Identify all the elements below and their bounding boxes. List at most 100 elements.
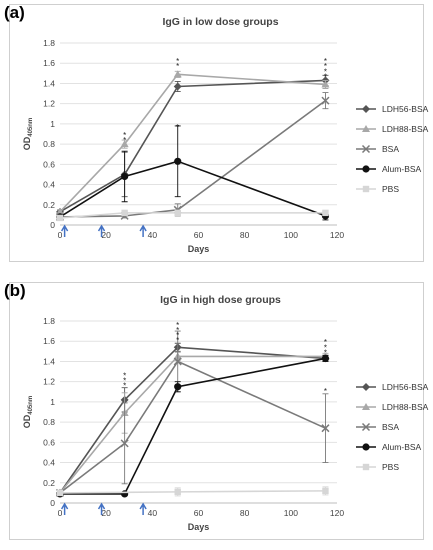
series-line xyxy=(59,99,326,218)
significance-star: * xyxy=(324,57,327,66)
y-tick-label: 1.8 xyxy=(43,316,55,326)
significance-star: * xyxy=(123,377,126,386)
series-pbs xyxy=(56,486,329,497)
x-tick-label: 60 xyxy=(194,230,204,240)
x-tick-label: 120 xyxy=(330,508,344,518)
chart-high-dose: IgG in high dose groups 0 0.2 0.4 0.6 0.8 1 1.2… xyxy=(22,294,429,532)
x-tick-label: 20 xyxy=(101,508,111,518)
legend-marker xyxy=(361,422,371,432)
significance-star: * xyxy=(176,321,179,330)
x-axis-label: Days xyxy=(188,522,210,532)
y-tick-label: 0.6 xyxy=(43,437,55,447)
legend-marker xyxy=(362,105,370,113)
series-line xyxy=(59,490,326,494)
legend-item: BSA xyxy=(356,144,399,154)
data-point xyxy=(173,70,182,78)
immunization-arrow-icon xyxy=(139,502,147,515)
data-point xyxy=(321,354,330,363)
x-tick-label: 40 xyxy=(148,230,158,240)
significance-star: * xyxy=(123,382,126,391)
legend-item: Alum-BSA xyxy=(356,442,422,452)
legend-label: PBS xyxy=(382,462,399,472)
significance-star: * xyxy=(324,343,327,352)
panel-label-a: (a) xyxy=(4,3,25,22)
significance-star: * xyxy=(324,67,327,76)
immunization-arrow-icon xyxy=(139,224,147,237)
significance-star: * xyxy=(324,387,327,396)
data-point xyxy=(56,489,64,497)
data-point xyxy=(173,82,182,91)
immunization-arrow-icon xyxy=(60,224,69,237)
significance-star: * xyxy=(176,331,179,340)
data-point xyxy=(174,209,181,217)
data-point xyxy=(321,80,330,88)
legend-label: BSA xyxy=(382,144,399,154)
legend-label: BSA xyxy=(382,422,399,432)
y-tick-label: 0.2 xyxy=(43,200,55,210)
y-axis-label: OD405nm xyxy=(22,396,34,429)
legend-label: Alum-BSA xyxy=(382,164,422,174)
data-point xyxy=(174,383,182,391)
y-tick-label: 1 xyxy=(50,397,55,407)
significance-star: * xyxy=(123,372,126,381)
y-tick-label: 0.8 xyxy=(43,417,55,427)
chart-panel-high-dose: (b) IgG in high dose groups 0 0.2 0.4 0.6 0.8… xyxy=(4,281,429,540)
significance-star: * xyxy=(324,72,327,81)
data-point xyxy=(56,207,64,215)
x-tick-label: 0 xyxy=(58,230,63,240)
significance-star: * xyxy=(123,131,126,140)
data-point xyxy=(174,157,182,165)
series-line xyxy=(59,355,326,494)
x-tick-label: 60 xyxy=(194,508,204,518)
significance-star: * xyxy=(324,338,327,347)
y-tick-label: 0.4 xyxy=(43,180,55,190)
y-tick-label: 0.8 xyxy=(43,139,55,149)
series-ldh56-bsa xyxy=(56,74,330,216)
series-pbs xyxy=(56,209,329,222)
x-tick-label: 80 xyxy=(240,508,250,518)
legend-label: Alum-BSA xyxy=(382,442,422,452)
y-tick-label: 0.2 xyxy=(43,478,55,488)
data-point xyxy=(121,172,129,181)
y-tick-label: 0 xyxy=(50,498,55,508)
y-tick-label: 1.6 xyxy=(43,336,55,346)
significance-star: * xyxy=(176,123,179,132)
legend-label: LDH56-BSA xyxy=(382,104,429,114)
data-point xyxy=(120,439,129,448)
significance-star: * xyxy=(176,336,179,345)
legend-item: LDH88-BSA xyxy=(356,124,429,134)
y-tick-label: 0 xyxy=(50,220,55,230)
x-tick-label: 80 xyxy=(240,230,250,240)
panel-label-b: (b) xyxy=(4,281,26,300)
legend-item: BSA xyxy=(356,422,399,432)
legend-marker xyxy=(362,383,370,391)
significance-star: * xyxy=(324,62,327,71)
y-axis-label-main: OD xyxy=(22,136,32,150)
immunization-arrow-icon xyxy=(97,224,106,237)
x-tick-label: 20 xyxy=(101,230,111,240)
x-tick-label: 40 xyxy=(148,508,158,518)
legend-item: PBS xyxy=(356,184,399,194)
legend-marker xyxy=(361,144,371,154)
chart-panel-low-dose: (a) IgG in low dose groups 0 0.2 0.4 0.6 0.8 1… xyxy=(4,3,429,262)
immunization-arrow-icon xyxy=(97,502,106,515)
y-axis-label-subscript: 405nm xyxy=(28,118,34,137)
legend-label: PBS xyxy=(382,184,399,194)
y-axis-label-group: OD405nm xyxy=(22,118,34,151)
data-point xyxy=(120,140,129,148)
data-point xyxy=(322,487,329,495)
chart-title: IgG in low dose groups xyxy=(162,16,278,28)
legend-item: LDH88-BSA xyxy=(356,402,429,412)
data-point xyxy=(321,96,330,105)
significance-star: * xyxy=(324,348,327,357)
legend-marker xyxy=(362,403,370,410)
legend-item: Alum-BSA xyxy=(356,164,422,174)
series-bsa xyxy=(55,330,330,497)
data-point xyxy=(121,490,129,498)
chart-title: IgG in high dose groups xyxy=(160,294,281,306)
y-tick-label: 1.4 xyxy=(43,356,55,366)
legend-marker xyxy=(362,165,370,173)
legend-label: LDH88-BSA xyxy=(382,124,429,134)
series-line xyxy=(59,79,326,213)
series-ldh88-bsa xyxy=(56,70,330,215)
